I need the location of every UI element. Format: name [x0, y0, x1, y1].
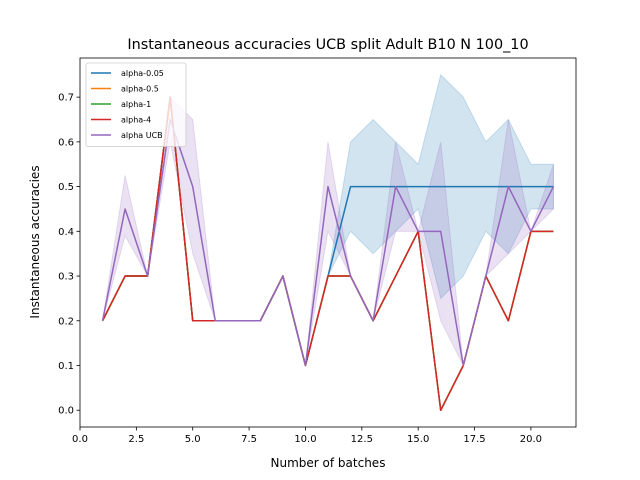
x-tick-label: 5.0 [185, 434, 201, 445]
x-tick-label: 15.0 [407, 434, 429, 445]
legend-box [85, 62, 187, 147]
x-tick-label: 20.0 [520, 434, 542, 445]
y-tick-label: 0.0 [58, 406, 74, 417]
plot-frame [79, 57, 577, 428]
y-tick-label: 0.3 [58, 272, 74, 283]
x-tick-label: 10.0 [294, 434, 316, 445]
y-tick-label: 0.4 [58, 227, 74, 238]
x-axis-ticks: 0.0 2.5 5.0 7.5 10.0 12.5 15.0 17.5 20.0 [72, 427, 542, 445]
chart-title: Instantaneous accuracies UCB split Adult… [127, 37, 528, 53]
y-tick-label: 0.1 [58, 361, 74, 372]
y-axis-label: Instantaneous accuracies [28, 165, 42, 318]
y-tick-label: 0.6 [58, 137, 74, 148]
alpha-4-legend-label: alpha-4 [121, 116, 151, 125]
alpha-0-05-legend-label: alpha-0.05 [121, 69, 164, 78]
x-axis-label: Number of batches [271, 456, 386, 470]
y-tick-label: 0.7 [58, 93, 74, 104]
x-tick-label: 2.5 [128, 434, 144, 445]
y-axis-ticks: 0.0 0.1 0.2 0.3 0.4 0.5 0.6 0.7 [58, 93, 80, 417]
x-tick-label: 7.5 [241, 434, 257, 445]
legend: alpha-0.05 alpha-0.5 alpha-1 alpha-4 alpha U… [85, 62, 187, 147]
x-tick-label: 0.0 [72, 434, 88, 445]
alpha-1-legend-label: alpha-1 [121, 100, 151, 109]
alpha-ucb-legend-label: alpha UCB [121, 131, 163, 140]
x-tick-label: 17.5 [463, 434, 485, 445]
y-tick-label: 0.5 [58, 182, 74, 193]
alpha-0-5-legend-label: alpha-0.5 [121, 85, 159, 94]
x-tick-label: 12.5 [351, 434, 373, 445]
y-tick-label: 0.2 [58, 316, 74, 327]
